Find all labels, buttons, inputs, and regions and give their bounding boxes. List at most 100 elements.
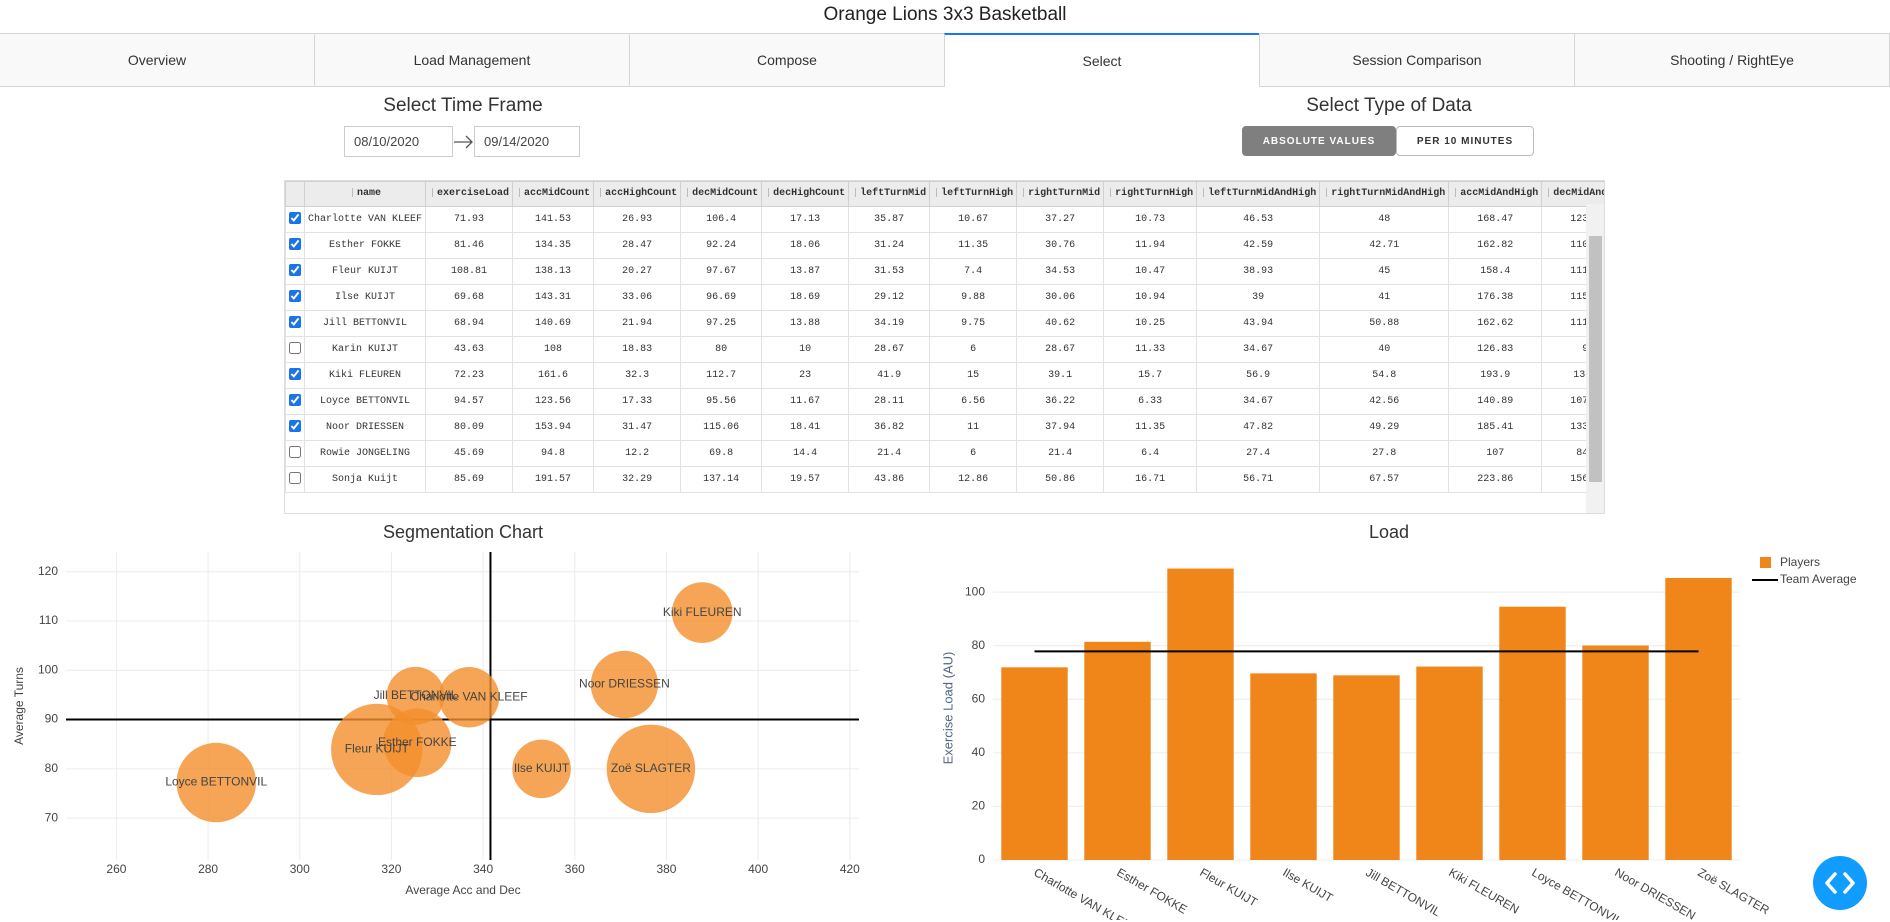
toggle-button[interactable]: PER 10 MINUTES [1396,126,1534,156]
column-name: exerciseLoad [437,188,510,200]
column-header[interactable]: accMidAndHigh [1448,181,1543,207]
row-checkbox[interactable] [289,393,301,406]
value-cell: 18.41 [761,414,850,441]
value-cell: 161.6 [512,362,595,389]
value-cell: 21.94 [593,310,682,337]
debug-button[interactable] [1813,856,1867,910]
sort-icon[interactable] [684,188,691,198]
tab[interactable]: Select [944,33,1260,87]
value-cell: 153.94 [512,414,595,441]
sort-icon[interactable] [1200,188,1207,198]
column-header[interactable]: rightTurnMidAndHigh [1319,181,1450,207]
legend-swatch [1760,557,1771,568]
sort-icon[interactable] [1452,188,1459,198]
toggle-button[interactable]: ABSOLUTE VALUES [1242,126,1396,156]
sort-icon[interactable] [349,188,355,198]
row-checkbox[interactable] [289,263,301,276]
column-header[interactable]: decMidAndHigh [1541,181,1604,207]
segmentation-chart: Segmentation Chart 260 280 300 320 340 360 380 4… [12,522,860,897]
date-end[interactable]: 09/14/2020 [474,126,580,157]
value-cell: 92.24 [680,232,763,259]
column-header[interactable]: name [303,181,427,207]
date-arrow [454,135,473,149]
y-tick-label: 120 [38,564,58,578]
value-cell: 140.69 [512,310,595,337]
row-checkbox[interactable] [289,315,301,328]
x-tick-label: Noor DRIESSEN [1612,865,1698,920]
name-cell: Loyce BETTONVIL [303,388,427,415]
column-name: name [357,188,382,200]
value-cell: 32.3 [593,362,682,389]
sort-icon[interactable] [933,188,940,198]
row-checkbox[interactable] [289,367,301,380]
scrollbar-thumb[interactable] [1589,236,1602,482]
value-cell: 28.67 [848,336,931,363]
select-cell [285,414,305,441]
value-cell: 18.83 [593,336,682,363]
tab[interactable]: Compose [629,33,945,87]
legend-label: Players [1780,555,1820,569]
row-checkbox[interactable] [289,211,301,224]
y-tick-label: 80 [45,761,59,775]
row-checkbox[interactable] [289,419,301,432]
y-tick-label: 20 [972,799,986,813]
date-start[interactable]: 08/10/2020 [344,126,453,157]
column-header[interactable]: accHighCount [593,181,682,207]
row-checkbox[interactable] [289,445,301,458]
value-cell: 46.53 [1196,206,1321,233]
sort-icon[interactable] [516,188,523,198]
sort-icon[interactable] [852,188,859,198]
tab[interactable]: Overview [0,33,315,87]
bar [1665,577,1732,860]
tab[interactable]: Session Comparison [1259,33,1575,87]
column-header[interactable]: leftTurnMidAndHigh [1196,181,1321,207]
value-cell: 107 [1448,440,1543,467]
value-cell: 38.93 [1196,258,1321,285]
bubble [331,703,423,796]
value-cell: 34.67 [1196,388,1321,415]
bar [1499,606,1566,860]
value-cell: 6 [929,440,1018,467]
y-axis-label: Exercise Load (AU) [940,652,955,765]
sort-icon[interactable] [597,188,604,198]
tab[interactable]: Shooting / RightEye [1574,33,1890,87]
sort-icon[interactable] [1020,188,1027,198]
row-checkbox[interactable] [289,289,301,302]
value-cell: 80.09 [425,414,514,441]
value-cell: 12.2 [593,440,682,467]
bubble-label: Jill BETTONVIL [374,688,458,702]
value-cell: 19.57 [761,466,850,493]
column-header[interactable]: leftTurnMid [848,181,931,207]
select-cell [285,206,305,233]
value-cell: 36.22 [1016,388,1105,415]
column-header[interactable]: exerciseLoad [425,181,514,207]
sort-icon[interactable] [765,188,772,198]
value-cell: 21.4 [1016,440,1105,467]
bubble-label: Zoë SLAGTER [611,761,691,775]
column-header[interactable]: decHighCount [761,181,850,207]
column-header[interactable]: accMidCount [512,181,595,207]
y-tick-label: 40 [972,745,986,759]
value-cell: 42.56 [1319,388,1450,415]
value-cell: 10 [761,336,850,363]
column-header[interactable]: rightTurnMid [1016,181,1105,207]
value-cell: 45.69 [425,440,514,467]
sort-icon[interactable] [429,188,436,198]
value-cell: 28.67 [1016,336,1105,363]
column-header[interactable]: rightTurnHigh [1103,181,1198,207]
column-header[interactable]: decMidCount [680,181,763,207]
row-checkbox[interactable] [289,471,301,484]
row-checkbox[interactable] [289,341,301,354]
x-tick-label: 320 [381,862,401,876]
value-cell: 80 [680,336,763,363]
tab[interactable]: Load Management [314,33,630,87]
x-tick-label: 420 [840,862,860,876]
x-tick-label: Kiki FLEUREN [1446,865,1521,916]
column-header[interactable]: leftTurnHigh [929,181,1018,207]
value-cell: 11 [929,414,1018,441]
value-cell: 23 [761,362,850,389]
sort-icon[interactable] [1545,188,1552,198]
sort-icon[interactable] [1323,188,1330,198]
sort-icon[interactable] [1107,188,1114,198]
row-checkbox[interactable] [289,237,301,250]
